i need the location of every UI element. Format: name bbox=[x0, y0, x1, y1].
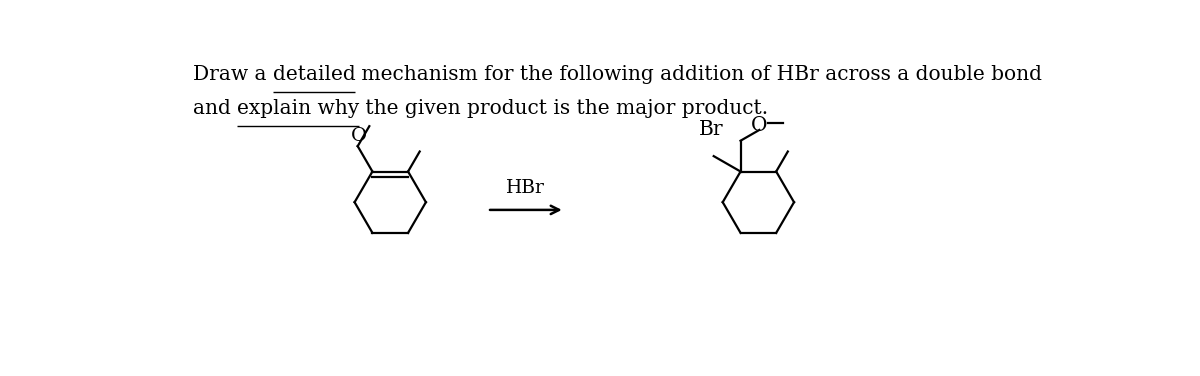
Text: Br: Br bbox=[698, 120, 724, 139]
Text: and: and bbox=[193, 99, 236, 118]
Text: Draw a: Draw a bbox=[193, 65, 272, 84]
Text: mechanism for the following addition of HBr across a double bond: mechanism for the following addition of … bbox=[355, 65, 1043, 84]
Text: O: O bbox=[751, 116, 767, 135]
Text: explain why: explain why bbox=[236, 99, 359, 118]
Text: the given product is the major product.: the given product is the major product. bbox=[359, 99, 768, 118]
Text: O: O bbox=[350, 127, 366, 146]
Text: detailed: detailed bbox=[272, 65, 355, 84]
Text: HBr: HBr bbox=[506, 179, 545, 197]
